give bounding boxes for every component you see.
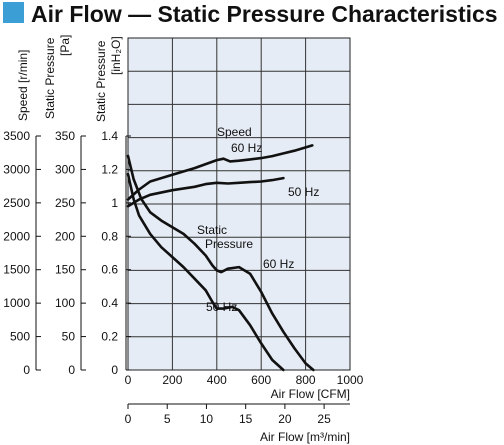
- pressure_inh2o-tick-label: 1.4: [101, 129, 118, 143]
- m3min-tick-label: 25: [317, 412, 331, 426]
- speed-annotation: Speed: [217, 125, 252, 139]
- speed-tick-label: 2500: [3, 196, 30, 210]
- speed-60hz-label: 60 Hz: [231, 141, 262, 155]
- plot-border: [127, 37, 351, 371]
- m3min-axis-title: Air Flow [m³/min]: [260, 430, 350, 444]
- speed-tick-label: 500: [10, 330, 30, 344]
- pa-axis-title-line2: [Pa]: [58, 35, 72, 56]
- m3min-tick-label: 15: [239, 412, 253, 426]
- pressure-annotation: Pressure: [205, 237, 253, 251]
- pressure_pa-tick-label: 250: [55, 196, 75, 210]
- title-marker: [3, 2, 24, 23]
- cfm-tick-label: 400: [207, 373, 227, 387]
- static-curve-60hz: [126, 154, 315, 372]
- speed-curve-60hz: [126, 144, 314, 201]
- pressure_pa-tick-label: 150: [55, 263, 75, 277]
- m3min-tick-label: 5: [164, 412, 171, 426]
- chart-title: Air Flow — Static Pressure Characteristi…: [31, 1, 498, 27]
- pressure_inh2o-tick-label: 1.2: [101, 162, 118, 176]
- pressure_inh2o-tick-label: 0.6: [101, 263, 118, 277]
- static-50hz-label: 50 Hz: [206, 300, 237, 314]
- speed-tick-label: 1500: [3, 263, 30, 277]
- pressure_pa-tick-label: 100: [55, 296, 75, 310]
- pressure_pa-tick-label: 300: [55, 162, 75, 176]
- pressure_inh2o-tick-label: 1: [111, 196, 118, 210]
- m3min-tick-label: 0: [125, 412, 132, 426]
- speed-tick-label: 2000: [3, 229, 30, 243]
- speed-axis-title: Speed [r/min]: [16, 50, 30, 121]
- cfm-tick-label: 600: [251, 373, 271, 387]
- pressure_pa-tick-label: 200: [55, 229, 75, 243]
- inh2o-axis-title-line1: Static Pressure: [94, 40, 108, 122]
- inh2o-axis-title-line2: [inH₂O]: [109, 36, 123, 75]
- static-60hz-label: 60 Hz: [263, 257, 294, 271]
- cfm-tick-label: 1000: [337, 373, 364, 387]
- pressure_pa-tick-label: 350: [55, 129, 75, 143]
- speed-50hz-label: 50 Hz: [288, 185, 319, 199]
- speed-curve-50hz: [126, 176, 285, 208]
- static-annotation: Static: [197, 223, 227, 237]
- pressure_inh2o-tick-label: 0.2: [101, 330, 118, 344]
- m3min-tick-label: 10: [200, 412, 214, 426]
- speed-tick-label: 1000: [3, 296, 30, 310]
- pressure_pa-tick-label: 50: [62, 330, 76, 344]
- m3min-tick-label: 20: [278, 412, 292, 426]
- pressure_inh2o-tick-label: 0.4: [101, 296, 118, 310]
- grid: [127, 38, 351, 370]
- pa-axis-title-line1: Static Pressure: [43, 37, 57, 119]
- cfm-axis-title: Air Flow [CFM]: [271, 387, 350, 401]
- speed-tick-label: 3000: [3, 162, 30, 176]
- cfm-tick-label: 0: [125, 373, 132, 387]
- speed-tick-label: 0: [23, 363, 30, 377]
- cfm-tick-label: 200: [162, 373, 182, 387]
- pressure_inh2o-tick-label: 0: [111, 363, 118, 377]
- static-curve-50hz: [126, 172, 285, 372]
- axes: 0500100015002000250030003500050100150200…: [3, 129, 363, 426]
- cfm-tick-label: 800: [296, 373, 316, 387]
- curves: [126, 144, 315, 372]
- pressure_inh2o-tick-label: 0.8: [101, 229, 118, 243]
- speed-tick-label: 3500: [3, 129, 30, 143]
- pressure_pa-tick-label: 0: [68, 363, 75, 377]
